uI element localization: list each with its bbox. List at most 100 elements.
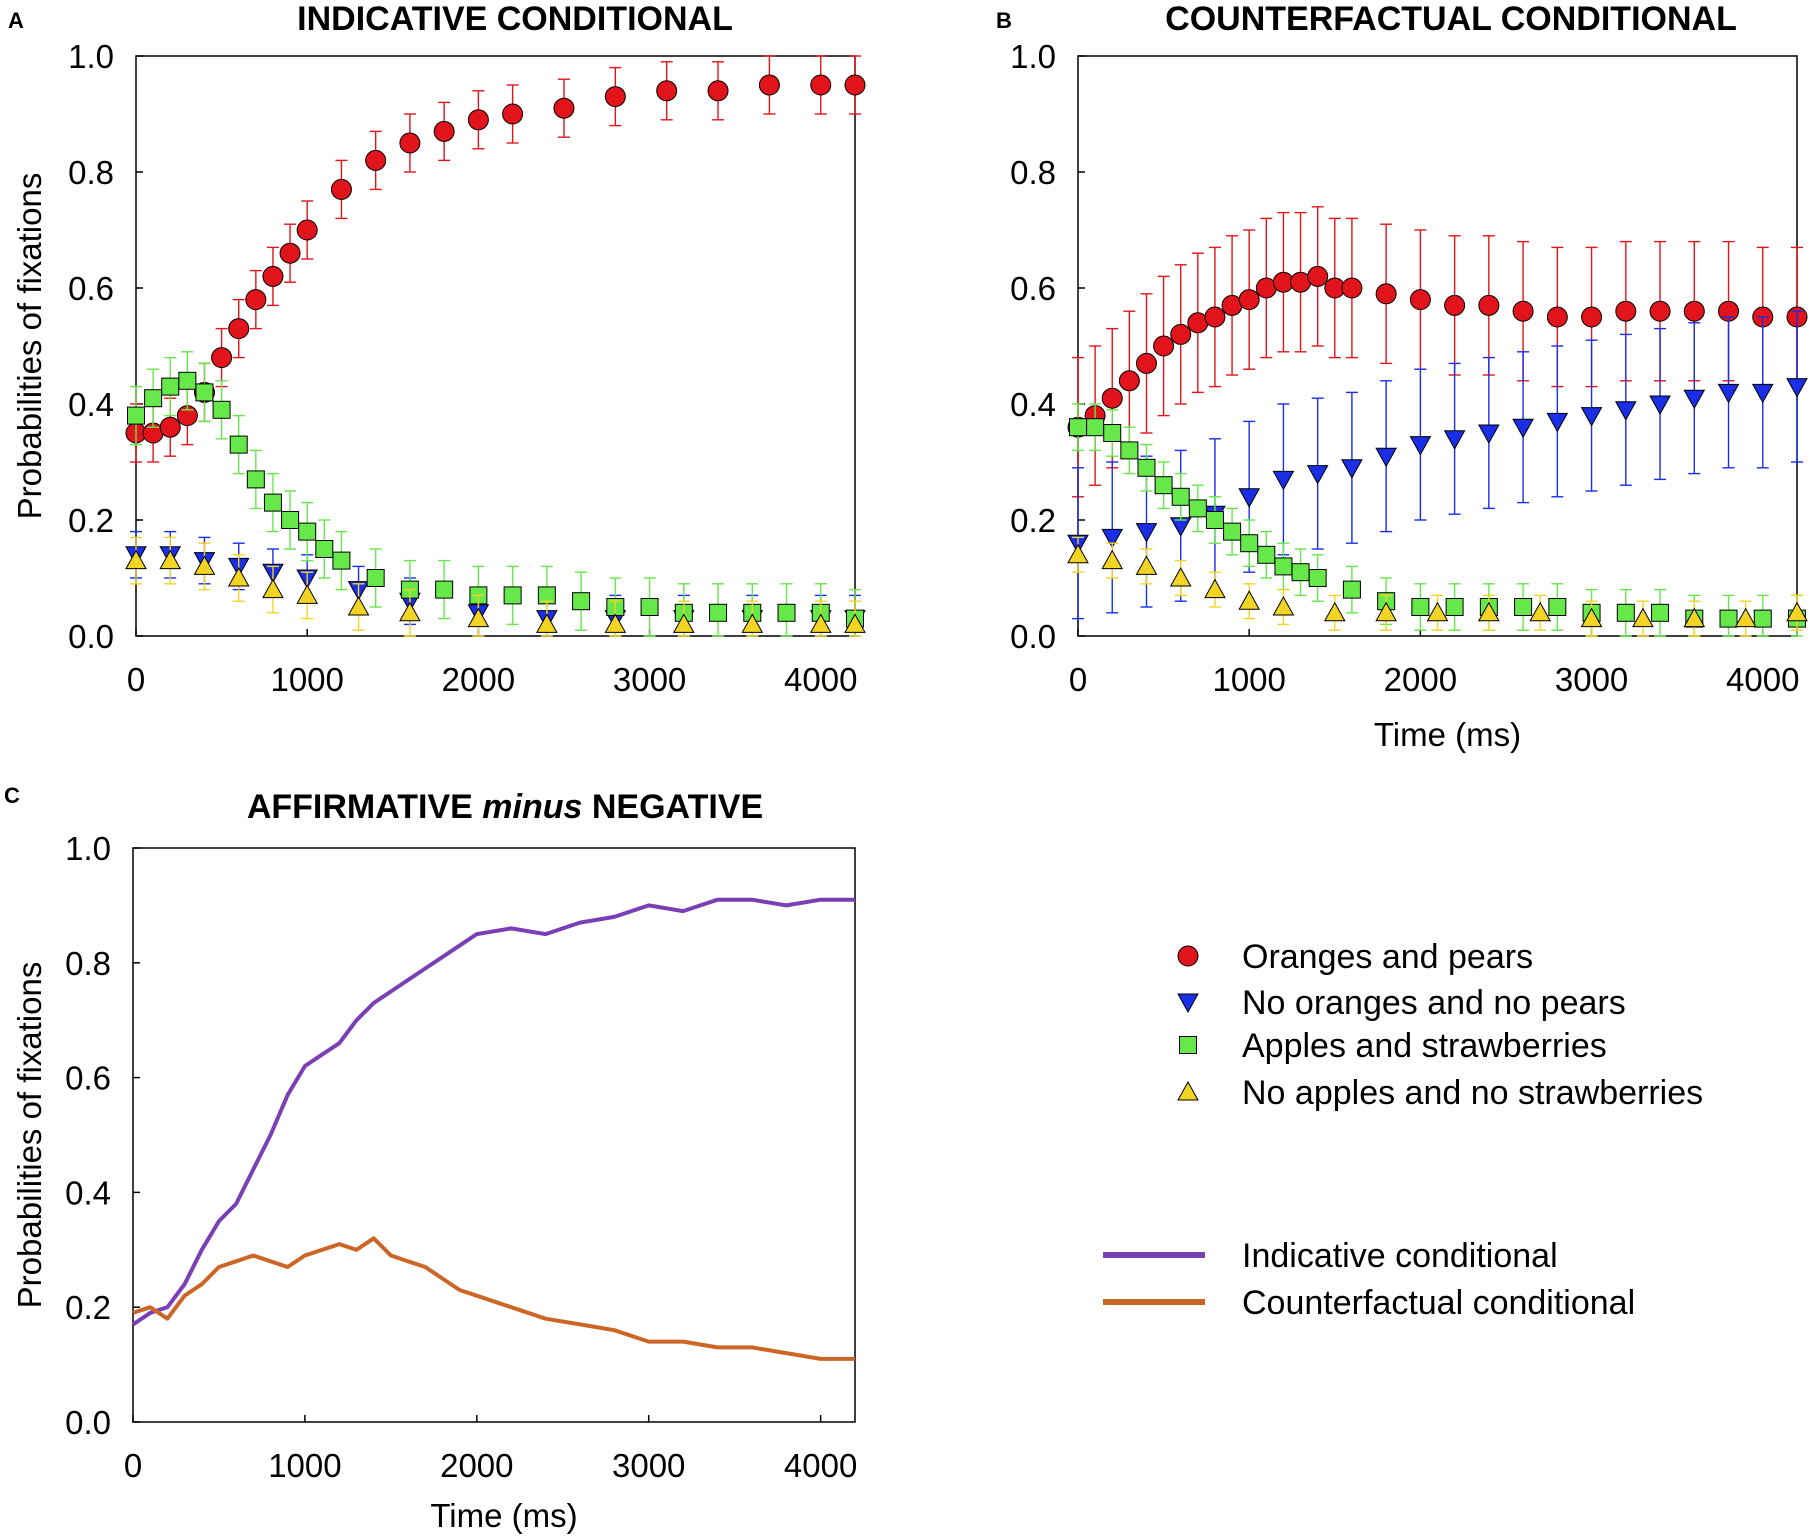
data-point [1272, 595, 1295, 616]
data-point [1753, 609, 1772, 628]
data-point [1257, 545, 1276, 564]
y-axis-label: Probabilities of fixations [11, 962, 48, 1309]
data-point [399, 132, 421, 154]
data-point [1409, 289, 1431, 311]
x-tick-label: 0 [127, 661, 145, 698]
data-point [1171, 487, 1190, 506]
data-point [1223, 522, 1242, 541]
y-tick-label: 0.4 [65, 1174, 111, 1211]
data-point [1512, 300, 1534, 322]
data-point [1067, 543, 1089, 564]
data-point [1375, 447, 1397, 468]
data-point [553, 97, 575, 119]
data-point [502, 103, 524, 125]
y-tick-label: 0.8 [1010, 154, 1056, 191]
data-point [1188, 499, 1207, 518]
data-point [1717, 383, 1740, 404]
legend-marker-triangle-up [1177, 1080, 1199, 1101]
data-point [1580, 607, 1603, 628]
data-point [1514, 598, 1533, 616]
data-point [1342, 580, 1361, 599]
data-point [1734, 607, 1757, 628]
legend-item: Apples and strawberries [1179, 1027, 1607, 1065]
legend-item: No oranges and no pears [1177, 984, 1626, 1022]
legend-label: No oranges and no pears [1242, 984, 1626, 1022]
data-point [536, 613, 558, 633]
x-axis-label: Time (ms) [1374, 716, 1521, 753]
panel-letter: B [996, 8, 1012, 33]
data-point [246, 470, 265, 489]
data-point [1153, 335, 1175, 357]
data-point [1274, 557, 1293, 576]
legend-marker-triangle-down [1177, 993, 1199, 1014]
x-tick-label: 2000 [1384, 661, 1457, 698]
data-point [178, 371, 197, 390]
data-point [229, 435, 248, 454]
data-point [672, 613, 695, 633]
data-point [1512, 418, 1534, 439]
data-point [227, 566, 250, 587]
data-point [1548, 598, 1567, 616]
data-point [467, 109, 489, 131]
chart-panel-a: A INDICATIVE CONDITIONAL 0.0 0.2 0.4 0.6 0.8 1.… [8, 0, 866, 698]
series-oranges-and-pears [1067, 206, 1808, 498]
data-point [1291, 563, 1310, 582]
plot-frame [135, 55, 856, 637]
data-point [296, 219, 318, 241]
data-point [245, 289, 267, 311]
data-point [263, 493, 282, 512]
data-point [399, 601, 421, 622]
data-point [298, 522, 317, 541]
x-tick-label: 3000 [1555, 661, 1628, 698]
data-point [332, 551, 351, 570]
chart-panel-c: C AFFIRMATIVE minus NEGATIVE 0.0 0.2 0.4 0.6 0… [4, 783, 857, 1534]
data-point [1118, 370, 1140, 392]
data-point [366, 569, 385, 587]
data-point [125, 549, 147, 570]
data-point [1135, 555, 1158, 575]
data-point [1615, 300, 1637, 322]
x-tick-label: 3000 [612, 1447, 685, 1484]
data-point [195, 383, 214, 402]
y-tick-label: 0.4 [1010, 386, 1056, 423]
data-point [159, 549, 182, 570]
legend-label: Counterfactual conditional [1242, 1284, 1635, 1322]
data-point [1240, 534, 1259, 553]
data-point [279, 242, 301, 264]
legend-item: Counterfactual conditional [1103, 1284, 1635, 1322]
series-no-apples-and-no-strawberries [1067, 536, 1808, 637]
data-point [1154, 476, 1173, 495]
data-point [1719, 609, 1738, 628]
chart-panel-b: B COUNTERFACTUAL CONDITIONAL 0.0 0.2 0.4 0.6 0… [996, 0, 1808, 753]
data-point [1306, 465, 1329, 485]
data-point [1581, 306, 1603, 328]
series-line-indicative-conditional [131, 897, 855, 1327]
data-point [1478, 424, 1500, 445]
y-tick-label: 0.8 [65, 945, 111, 982]
data-point [127, 406, 145, 425]
data-point [1307, 265, 1329, 287]
series-no-oranges-and-no-pears [1067, 310, 1808, 620]
data-point [809, 613, 832, 633]
panel-title-part: minus [482, 788, 582, 826]
legend-label: Indicative conditional [1242, 1237, 1558, 1275]
data-point [1069, 418, 1087, 437]
panel-title-part: NEGATIVE [582, 788, 763, 826]
data-point [1375, 283, 1397, 305]
data-point [1546, 306, 1568, 328]
data-point [435, 580, 454, 599]
data-point [144, 389, 163, 408]
data-point [656, 80, 678, 102]
data-point [1101, 528, 1124, 549]
x-tick-label: 0 [1069, 661, 1087, 698]
data-point [1238, 289, 1260, 311]
x-tick-label: 4000 [784, 1447, 857, 1484]
data-point [365, 149, 387, 171]
data-point [1323, 601, 1346, 622]
data-point [330, 178, 352, 200]
data-point [315, 540, 334, 558]
y-tick-label: 0.2 [1010, 502, 1056, 539]
x-tick-label: 1000 [268, 1447, 341, 1484]
y-tick-label: 1.0 [68, 38, 114, 75]
y-tick-label: 0.6 [1010, 270, 1056, 307]
